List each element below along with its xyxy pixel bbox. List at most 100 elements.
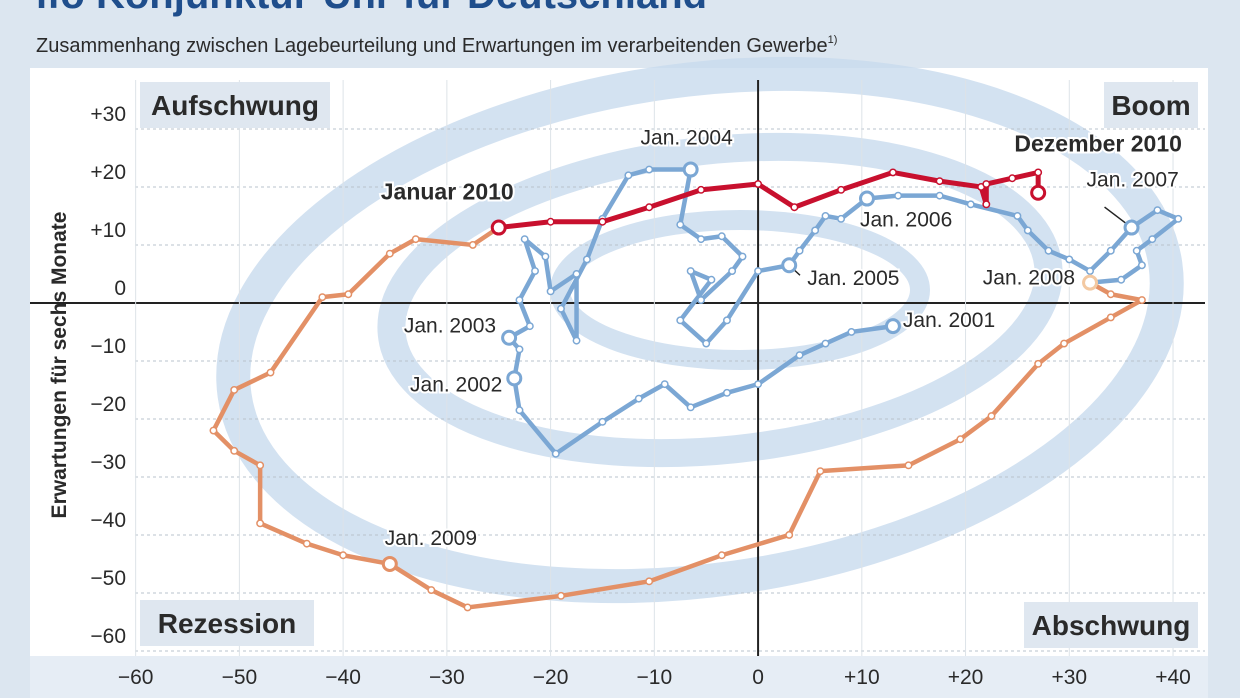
quadrant-text: Aufschwung bbox=[151, 90, 319, 121]
data-point bbox=[1106, 290, 1115, 299]
data-point bbox=[795, 351, 804, 360]
x-tick-label: −10 bbox=[637, 666, 673, 689]
quadrant-label: Boom bbox=[1104, 82, 1198, 128]
data-point bbox=[847, 327, 856, 336]
x-tick-label: +20 bbox=[948, 666, 984, 689]
quadrant-label: Rezession bbox=[140, 600, 314, 646]
data-point bbox=[339, 551, 348, 560]
series-line bbox=[498, 169, 1041, 231]
chart-title: ifo Konjunktur-Uhr für Deutschland bbox=[36, 0, 707, 17]
data-point bbox=[723, 388, 731, 397]
data-point bbox=[1034, 168, 1043, 177]
data-point bbox=[754, 380, 763, 389]
data-point bbox=[531, 267, 539, 275]
y-axis-label: Erwartungen für sechs Monate bbox=[48, 212, 71, 519]
subtitle-note: 1) bbox=[828, 34, 838, 46]
data-point bbox=[888, 168, 897, 177]
y-tick-label: −30 bbox=[90, 451, 126, 474]
highlight-point bbox=[381, 555, 398, 572]
data-point bbox=[821, 211, 830, 220]
data-point bbox=[1065, 255, 1074, 264]
data-point bbox=[1086, 267, 1094, 275]
data-point bbox=[551, 449, 560, 458]
data-point bbox=[256, 519, 265, 528]
data-point bbox=[385, 249, 394, 258]
quadrant-box bbox=[1104, 82, 1198, 128]
data-point bbox=[302, 539, 311, 548]
x-tick-label: −40 bbox=[325, 666, 361, 689]
quadrant-text: Rezession bbox=[158, 608, 297, 639]
data-point bbox=[1106, 246, 1115, 255]
data-point bbox=[266, 368, 275, 377]
marks bbox=[209, 161, 1183, 612]
highlight-point bbox=[781, 257, 798, 274]
annotation: Januar 2010 bbox=[381, 179, 514, 205]
data-point bbox=[541, 252, 550, 261]
data-point bbox=[1153, 206, 1162, 215]
grid bbox=[30, 80, 1205, 656]
data-point bbox=[1008, 174, 1017, 183]
data-point bbox=[717, 551, 726, 560]
data-point bbox=[1137, 296, 1146, 304]
data-point bbox=[686, 267, 695, 275]
annotation: Jan. 2001 bbox=[903, 309, 995, 332]
data-point bbox=[1060, 339, 1069, 348]
y-tick-label: −40 bbox=[90, 509, 126, 532]
data-point bbox=[935, 191, 944, 200]
data-point bbox=[515, 345, 524, 354]
series-line bbox=[506, 167, 1181, 456]
annotation: Jan. 2004 bbox=[641, 127, 734, 150]
data-point bbox=[411, 235, 420, 244]
data-point bbox=[546, 217, 555, 226]
y-tick-label: −20 bbox=[90, 393, 126, 416]
data-point bbox=[1132, 246, 1141, 255]
data-point bbox=[463, 603, 472, 612]
data-point bbox=[982, 180, 991, 188]
data-point bbox=[935, 177, 944, 186]
data-point bbox=[982, 200, 991, 209]
data-point bbox=[785, 530, 794, 539]
x-axis-band bbox=[30, 656, 1208, 698]
data-point bbox=[1023, 226, 1032, 235]
data-point bbox=[230, 446, 239, 455]
data-point bbox=[344, 290, 353, 299]
data-point bbox=[230, 385, 239, 394]
data-point bbox=[1044, 246, 1053, 255]
x-tick-label: +10 bbox=[844, 666, 880, 689]
quadrant-box bbox=[140, 82, 330, 128]
data-point bbox=[723, 316, 731, 325]
data-point bbox=[795, 246, 804, 255]
data-point bbox=[956, 435, 965, 444]
data-point bbox=[837, 214, 846, 223]
quadrant-label: Aufschwung bbox=[140, 82, 330, 128]
annotation: Jan. 2006 bbox=[860, 209, 952, 232]
data-point bbox=[645, 577, 654, 586]
data-point bbox=[1137, 261, 1146, 270]
data-point bbox=[1034, 359, 1043, 368]
data-point bbox=[697, 235, 705, 244]
data-point bbox=[754, 180, 763, 188]
data-point bbox=[676, 220, 685, 229]
data-point bbox=[624, 171, 633, 180]
x-tick-label: −50 bbox=[222, 666, 258, 689]
x-tick-label: −60 bbox=[118, 666, 154, 689]
highlight-point bbox=[682, 161, 699, 178]
data-point bbox=[697, 296, 705, 304]
y-tick-label: +10 bbox=[90, 219, 126, 242]
data-point bbox=[754, 267, 763, 275]
data-point bbox=[904, 461, 913, 470]
data-point bbox=[582, 255, 591, 264]
data-point bbox=[728, 267, 737, 275]
data-point bbox=[209, 426, 218, 435]
data-point bbox=[811, 226, 820, 235]
highlight-point bbox=[1082, 274, 1099, 291]
annotation: Jan. 2007 bbox=[1087, 169, 1179, 192]
data-point bbox=[987, 412, 996, 420]
highlight-point bbox=[884, 318, 901, 335]
data-point bbox=[686, 403, 695, 412]
data-point bbox=[645, 165, 654, 174]
data-point bbox=[520, 235, 529, 244]
data-point bbox=[318, 293, 327, 302]
annotation: Dezember 2010 bbox=[1014, 131, 1182, 157]
data-point bbox=[790, 203, 799, 212]
